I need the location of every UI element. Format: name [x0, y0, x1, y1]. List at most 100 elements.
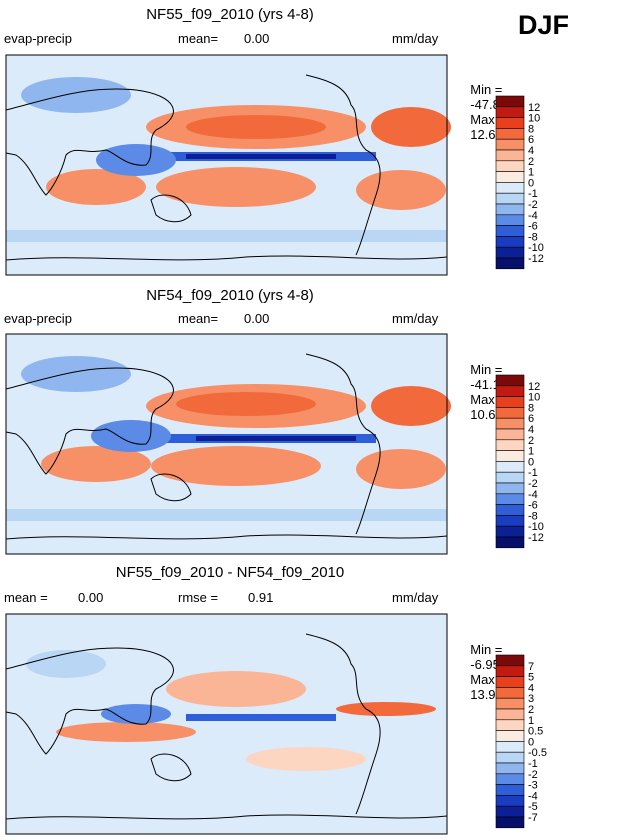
panel3-max-value: 13.97	[470, 687, 503, 702]
colorbar-tick-label: -1	[528, 758, 538, 770]
panel2-min-label: Min =	[470, 362, 503, 377]
colorbar-tick-label: 6	[528, 413, 534, 425]
colorbar-swatch	[495, 795, 525, 807]
colorbar-swatch	[495, 128, 525, 140]
colorbar-tick-label: 0	[528, 177, 534, 189]
colorbar-tick-label: -8	[528, 231, 538, 243]
map-coastline-americas	[305, 633, 381, 815]
panel1-mean-value: 0.00	[244, 31, 270, 46]
colorbar-swatch	[495, 676, 525, 688]
colorbar-tick-label: 5	[528, 672, 534, 684]
colorbar-swatch	[495, 171, 525, 183]
colorbar-tick-label: -12	[528, 253, 544, 265]
map-field-south-pacific-positive	[156, 167, 316, 207]
map-coastline-americas	[305, 353, 381, 535]
colorbar-tick-label: 2	[528, 156, 534, 168]
map-frame	[5, 333, 448, 555]
colorbar-swatch	[495, 708, 525, 721]
colorbar-swatch	[495, 654, 525, 667]
map-ocean-background	[6, 614, 447, 834]
colorbar-tick-label: -4	[528, 489, 538, 501]
colorbar-tick-label: -2	[528, 769, 538, 781]
map-frame	[5, 54, 448, 276]
map-coastline-eurasia-africa	[5, 367, 174, 475]
panel2-title: NF54_f09_2010 (yrs 4-8)	[146, 287, 314, 304]
colorbar-tick-label: -10	[528, 521, 544, 533]
colorbar-swatch	[495, 117, 525, 129]
colorbar-swatch	[495, 816, 525, 829]
map-coastline-americas	[305, 74, 381, 256]
map-field-itcz-diff-negative	[186, 714, 336, 721]
colorbar-tick-label: -1	[528, 188, 538, 200]
colorbar-swatch	[495, 515, 525, 527]
colorbar-swatch	[495, 225, 525, 237]
map-field-itcz-core	[186, 154, 336, 159]
colorbar-swatch	[495, 160, 525, 172]
colorbar-tick-label: 3	[528, 693, 534, 705]
colorbar-tick-label: -2	[528, 478, 538, 490]
colorbar-swatch	[495, 493, 525, 505]
colorbar-swatch	[495, 182, 525, 194]
colorbar-swatch	[495, 428, 525, 441]
colorbar-swatch	[495, 149, 525, 162]
colorbar-tick-label: 0	[528, 456, 534, 468]
panel3-minmax: Min = -6.95 Max = 13.97	[463, 627, 506, 702]
colorbar-tick-label: -0.5	[528, 747, 547, 759]
map-field-south-atlantic-positive	[356, 170, 446, 210]
map-coastline-antarctica	[5, 814, 448, 820]
colorbar-swatch	[495, 471, 525, 484]
panel1-mean-label: mean=	[178, 31, 219, 46]
map-field-southern-ocean-negative	[6, 509, 447, 521]
colorbar-tick-label: 6	[528, 134, 534, 146]
colorbar-swatch	[495, 385, 525, 397]
panel2-mean-value: 0.00	[244, 311, 270, 326]
panel3-min-label: Min =	[470, 642, 503, 657]
colorbar-tick-label: 12	[528, 102, 540, 114]
colorbar-tick-label: 0.5	[528, 726, 543, 738]
map-field-eurasia-diff-negative	[26, 650, 106, 678]
colorbar-tick-label: 10	[528, 392, 540, 404]
colorbar-swatch	[495, 138, 525, 151]
colorbar-swatch	[495, 741, 525, 753]
colorbar-tick-label: 2	[528, 704, 534, 716]
map-field-southern-ocean-negative	[6, 230, 447, 242]
colorbar-swatch	[495, 784, 525, 796]
colorbar-swatch	[495, 95, 525, 108]
colorbar-swatch	[495, 762, 525, 775]
map-field-eurasia-negative	[21, 77, 131, 113]
panel3-title: NF55_f09_2010 - NF54_f09_2010	[115, 564, 345, 581]
colorbar-swatch	[495, 461, 525, 473]
panel3-mean-value: 0.00	[78, 590, 104, 605]
map-field-indian-ocean-positive	[41, 446, 151, 482]
colorbar-tick-label: -5	[528, 801, 538, 813]
colorbar-swatch	[495, 687, 525, 699]
panel1-variable: evap-precip	[4, 31, 72, 46]
map-field-indian-ocean-diff-positive	[56, 722, 196, 742]
colorbar-swatch	[495, 192, 525, 205]
colorbar-swatch	[495, 482, 525, 495]
map-field-north-pacific-core	[186, 115, 326, 139]
colorbar-tick-label: -1	[528, 467, 538, 479]
colorbar-swatch	[495, 257, 525, 270]
colorbar-swatch	[495, 407, 525, 419]
colorbar-tick-label: 1	[528, 446, 534, 458]
panel2-variable: evap-precip	[4, 311, 72, 326]
colorbar-swatch	[495, 203, 525, 216]
panel3-min-value: -6.95	[470, 657, 500, 672]
map-coastline-antarctica	[5, 534, 448, 540]
panel3-map	[5, 613, 448, 835]
colorbar-tick-label: 4	[528, 145, 534, 157]
panel1-title: NF55_f09_2010 (yrs 4-8)	[146, 6, 314, 23]
colorbar-tick-label: 10	[528, 113, 540, 125]
colorbar-tick-label: 7	[528, 661, 534, 673]
colorbar-tick-label: 8	[528, 123, 534, 135]
colorbar-tick-label: 8	[528, 402, 534, 414]
panel3-mean-label: mean =	[4, 590, 48, 605]
panel1-units: mm/day	[392, 31, 439, 46]
colorbar-swatch	[495, 450, 525, 462]
colorbar-swatch	[495, 236, 525, 248]
colorbar-tick-label: -7	[528, 812, 538, 824]
colorbar-swatch	[495, 536, 525, 549]
